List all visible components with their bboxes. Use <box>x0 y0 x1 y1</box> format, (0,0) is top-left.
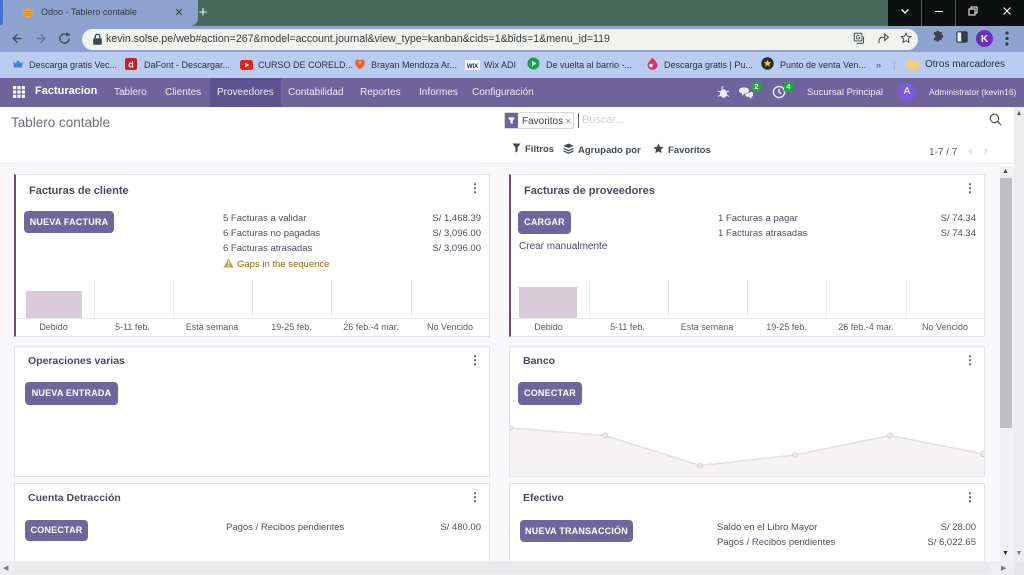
svg-text:WIX: WIX <box>467 64 478 70</box>
svg-text:d: d <box>128 59 134 69</box>
svg-text:G: G <box>856 34 861 41</box>
